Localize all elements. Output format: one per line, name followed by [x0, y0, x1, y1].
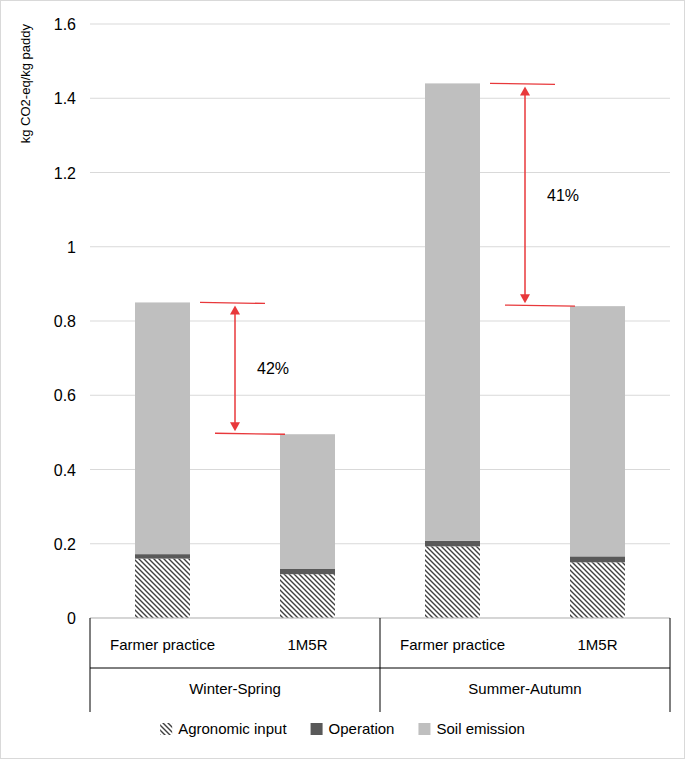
bar-segment [425, 541, 480, 547]
tick-label: 0.4 [54, 462, 76, 479]
arrow-head [230, 305, 240, 314]
arrow-head [520, 86, 530, 95]
bar-segment [425, 83, 480, 540]
bar-segment [425, 546, 480, 618]
tick-label: 0.8 [54, 313, 76, 330]
bar-segment [280, 574, 335, 618]
annotation-arrow [234, 310, 236, 426]
y-label: kg CO2-eq/kg paddy [18, 24, 33, 144]
frame [1, 1, 685, 759]
tick-label: 1 [67, 239, 76, 256]
category-label: Farmer practice [400, 636, 505, 653]
legend-label: Agronomic input [178, 720, 287, 737]
grid-line [90, 246, 670, 247]
group-rule [90, 668, 670, 669]
tick-label: 1.6 [54, 16, 76, 33]
bar-segment [570, 562, 625, 618]
bar-segment [135, 302, 190, 554]
bar-segment [135, 554, 190, 558]
annotation-line [490, 83, 555, 84]
arrow-head [230, 422, 240, 431]
tick-label: 1.2 [54, 165, 76, 182]
legend-swatch [311, 723, 323, 735]
annotation: 41% [547, 187, 579, 204]
bar-segment [280, 569, 335, 574]
annotation-line [215, 433, 285, 434]
group-separator [90, 618, 91, 712]
legend-swatch [418, 723, 430, 735]
category-label: 1M5R [577, 636, 617, 653]
tick-label: 1.4 [54, 90, 76, 107]
annotation-line [200, 302, 265, 303]
arrow-head [520, 294, 530, 303]
bar-segment [280, 434, 335, 569]
annotation-arrow [524, 91, 526, 298]
bar-segment [570, 556, 625, 562]
legend-swatch [160, 723, 172, 735]
tick-label: 0.2 [54, 536, 76, 553]
annotation-line [505, 305, 575, 306]
grid-line [90, 172, 670, 173]
legend-label: Operation [329, 720, 395, 737]
group-label: Winter-Spring [189, 680, 281, 697]
grid-line [90, 24, 670, 25]
bar-segment [135, 559, 190, 618]
annotation: 42% [257, 360, 289, 377]
tick-label: 0 [67, 610, 76, 627]
legend: Agronomic input Operation Soil emission [160, 720, 525, 737]
tick-label: 0.6 [54, 387, 76, 404]
group-label: Summer-Autumn [468, 680, 581, 697]
grid-line [90, 98, 670, 99]
category-label: Farmer practice [110, 636, 215, 653]
group-separator [380, 618, 381, 712]
chart: 0 0.2 0.4 0.6 0.8 1 1.2 1.4 1.6 kg CO2-eq/kg padd… [0, 0, 685, 759]
legend-label: Soil emission [436, 720, 524, 737]
bar-segment [570, 306, 625, 556]
group-separator [670, 618, 671, 712]
category-label: 1M5R [287, 636, 327, 653]
